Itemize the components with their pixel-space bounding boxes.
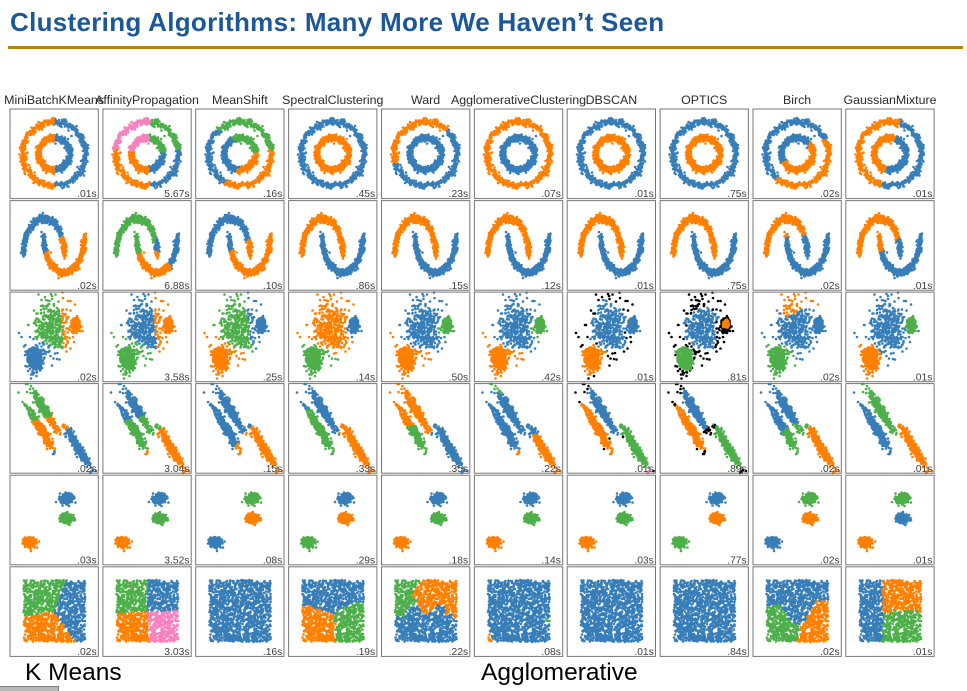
svg-text:.01s: .01s xyxy=(913,555,932,566)
svg-text:.16s: .16s xyxy=(263,647,282,658)
svg-text:5.67s: 5.67s xyxy=(164,189,189,200)
svg-text:.10s: .10s xyxy=(263,281,282,292)
svg-text:.81s: .81s xyxy=(727,372,746,383)
svg-text:.02s: .02s xyxy=(77,647,96,658)
svg-text:GaussianMixture: GaussianMixture xyxy=(844,93,937,107)
svg-text:.01s: .01s xyxy=(913,189,932,200)
svg-text:.22s: .22s xyxy=(449,647,468,658)
svg-text:.03s: .03s xyxy=(634,555,653,566)
svg-text:.07s: .07s xyxy=(541,189,560,200)
svg-text:.14s: .14s xyxy=(541,555,560,566)
svg-text:.29s: .29s xyxy=(356,555,375,566)
svg-text:.12s: .12s xyxy=(541,281,560,292)
svg-text:.01s: .01s xyxy=(913,464,932,475)
svg-text:.01s: .01s xyxy=(913,281,932,292)
svg-text:.50s: .50s xyxy=(449,372,468,383)
svg-text:.02s: .02s xyxy=(820,189,839,200)
svg-text:.18s: .18s xyxy=(449,555,468,566)
svg-text:.01s: .01s xyxy=(634,647,653,658)
svg-text:.02s: .02s xyxy=(77,281,96,292)
svg-text:.01s: .01s xyxy=(77,189,96,200)
svg-text:3.52s: 3.52s xyxy=(164,555,189,566)
svg-text:.89s: .89s xyxy=(727,464,746,475)
svg-text:.03s: .03s xyxy=(77,555,96,566)
svg-text:.01s: .01s xyxy=(913,372,932,383)
svg-text:.19s: .19s xyxy=(356,647,375,658)
svg-text:.22s: .22s xyxy=(541,464,560,475)
svg-text:.25s: .25s xyxy=(263,372,282,383)
svg-text:.08s: .08s xyxy=(263,555,282,566)
svg-text:.33s: .33s xyxy=(356,464,375,475)
svg-text:.02s: .02s xyxy=(820,281,839,292)
svg-text:.15s: .15s xyxy=(449,281,468,292)
svg-text:.14s: .14s xyxy=(356,372,375,383)
svg-text:.16s: .16s xyxy=(263,189,282,200)
svg-text:.45s: .45s xyxy=(356,189,375,200)
svg-text:MeanShift: MeanShift xyxy=(212,93,268,107)
svg-text:OPTICS: OPTICS xyxy=(681,93,727,107)
svg-text:.15s: .15s xyxy=(263,464,282,475)
svg-text:.02s: .02s xyxy=(820,372,839,383)
svg-text:.42s: .42s xyxy=(541,372,560,383)
svg-text:Birch: Birch xyxy=(783,93,811,107)
svg-text:.02s: .02s xyxy=(820,647,839,658)
svg-text:.86s: .86s xyxy=(356,281,375,292)
svg-text:SpectralClustering: SpectralClustering xyxy=(282,93,383,107)
svg-text:.23s: .23s xyxy=(449,189,468,200)
svg-text:.02s: .02s xyxy=(77,464,96,475)
svg-text:3.04s: 3.04s xyxy=(164,464,189,475)
svg-text:.01s: .01s xyxy=(634,372,653,383)
svg-text:6.88s: 6.88s xyxy=(164,281,189,292)
svg-text:.02s: .02s xyxy=(820,555,839,566)
svg-text:.02s: .02s xyxy=(820,464,839,475)
svg-text:.01s: .01s xyxy=(634,281,653,292)
svg-text:.75s: .75s xyxy=(727,189,746,200)
svg-text:DBSCAN: DBSCAN xyxy=(586,93,638,107)
svg-text:.01s: .01s xyxy=(634,189,653,200)
svg-text:.01s: .01s xyxy=(634,464,653,475)
svg-text:3.58s: 3.58s xyxy=(164,372,189,383)
svg-text:.01s: .01s xyxy=(913,647,932,658)
svg-text:MiniBatchKMeans: MiniBatchKMeans xyxy=(4,93,104,107)
svg-text:.84s: .84s xyxy=(727,647,746,658)
svg-text:.77s: .77s xyxy=(727,555,746,566)
svg-text:.08s: .08s xyxy=(541,647,560,658)
svg-text:Ward: Ward xyxy=(411,93,440,107)
svg-text:.02s: .02s xyxy=(77,372,96,383)
svg-text:3.03s: 3.03s xyxy=(164,647,189,658)
svg-text:.75s: .75s xyxy=(727,281,746,292)
svg-text:AgglomerativeClustering: AgglomerativeClustering xyxy=(451,93,586,107)
svg-text:.35s: .35s xyxy=(449,464,468,475)
svg-text:AffinityPropagation: AffinityPropagation xyxy=(95,93,199,107)
